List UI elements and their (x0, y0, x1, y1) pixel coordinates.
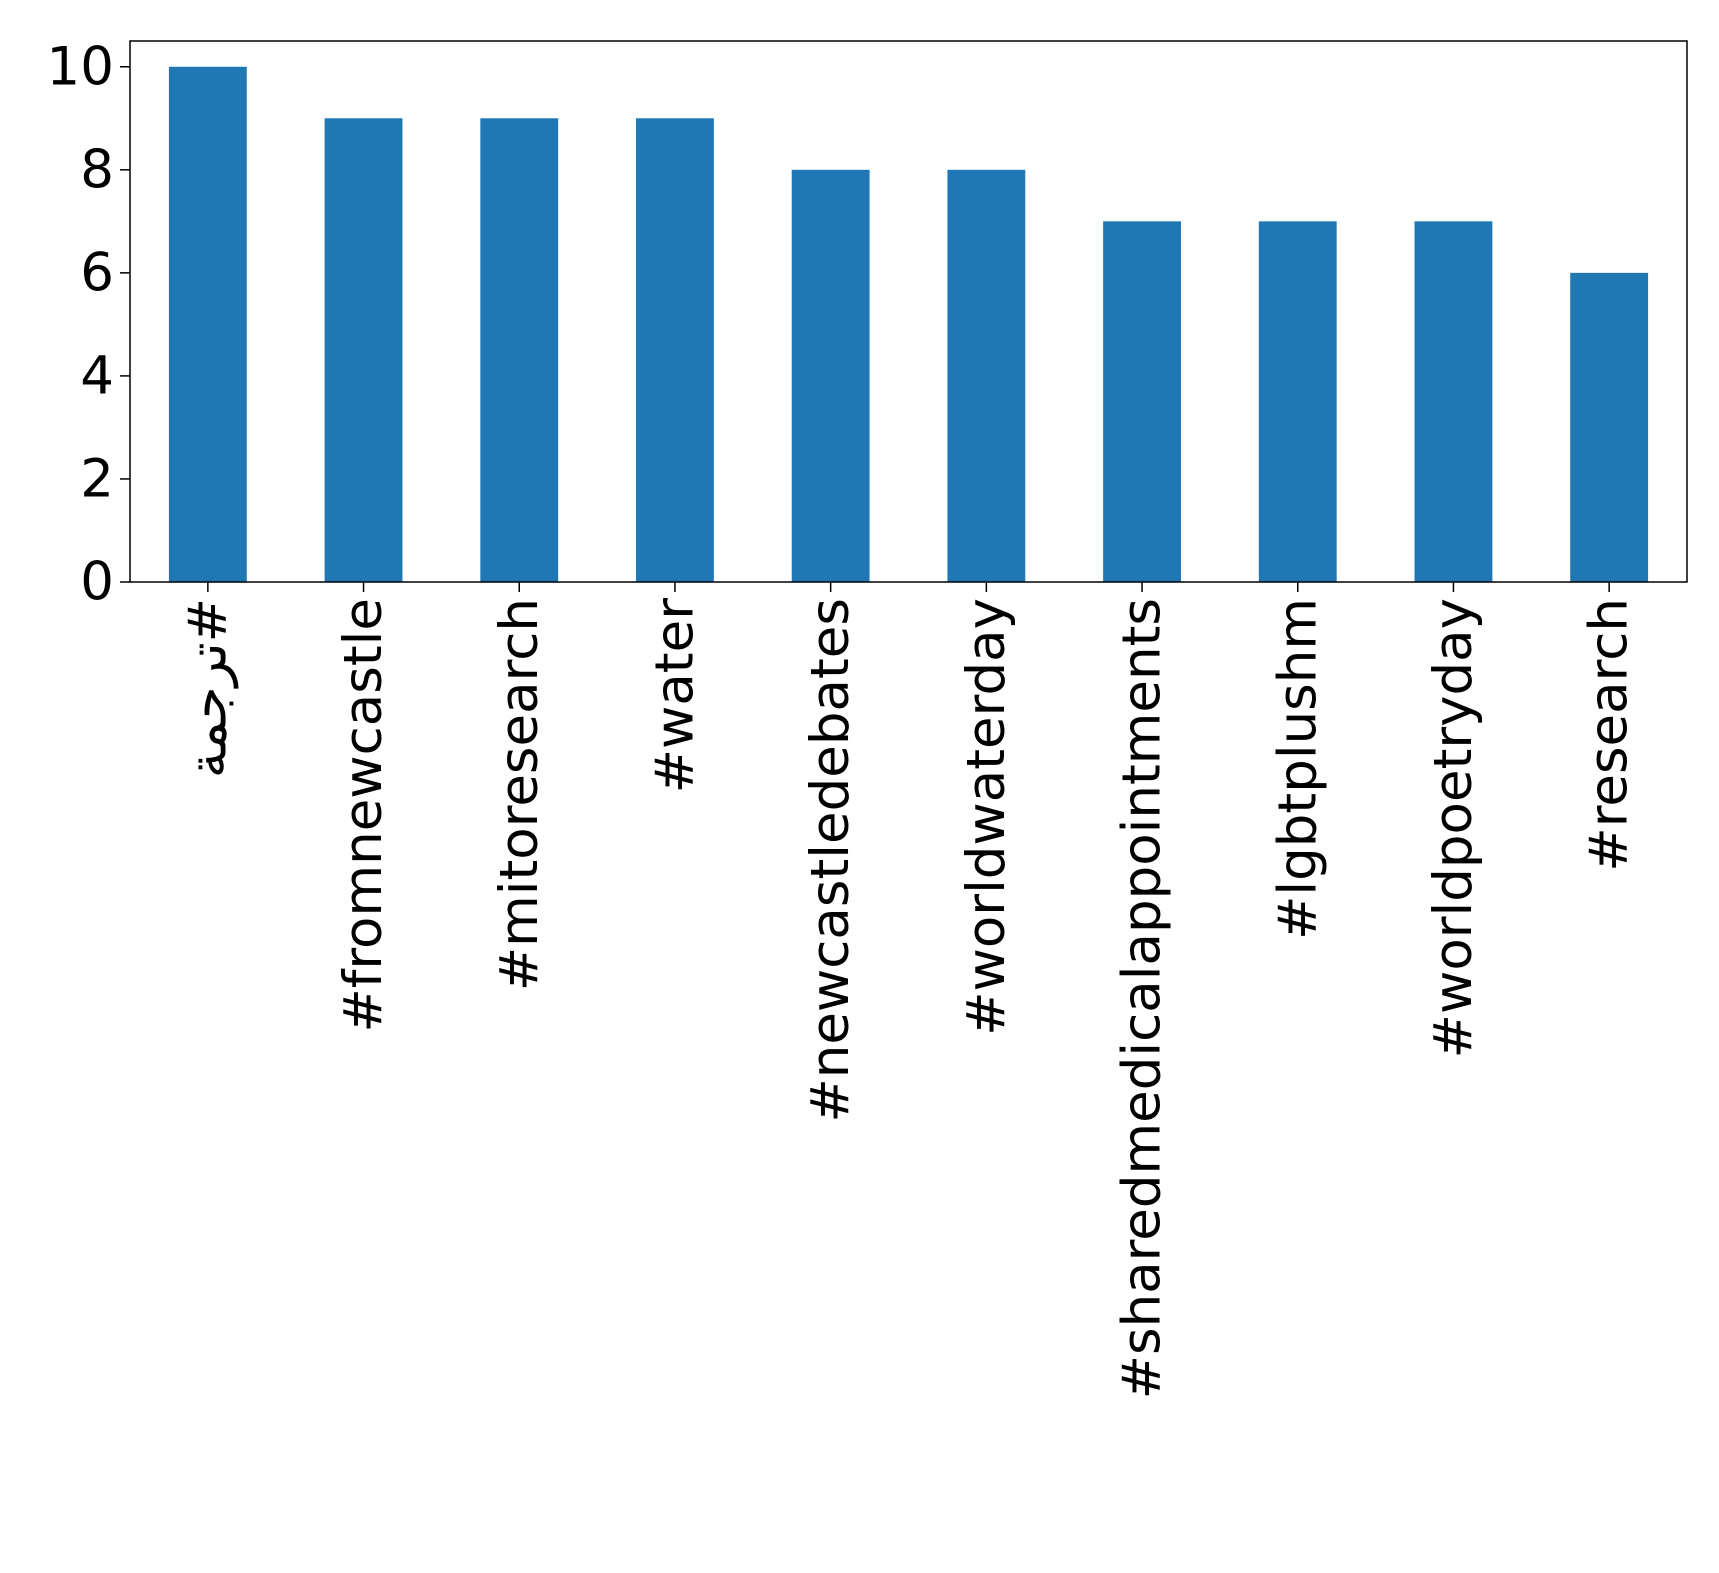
x-tick-label: #sharedmedicalappointments (1112, 598, 1173, 1399)
bar (480, 118, 559, 583)
x-tick-label: #ترجمة (177, 598, 238, 778)
bar (791, 169, 870, 583)
y-tick-label: 10 (47, 36, 114, 97)
y-tick-label: 0 (80, 552, 114, 613)
x-tick-label: #mitoresearch (489, 598, 550, 991)
x-tick-label: #worldwaterday (956, 598, 1017, 1036)
y-tick-label: 8 (80, 139, 114, 200)
bar (1570, 272, 1649, 582)
bar (1414, 221, 1493, 583)
bar (168, 66, 247, 582)
y-tick-label: 2 (80, 448, 114, 509)
bar (1258, 221, 1337, 583)
bar (1103, 221, 1181, 583)
x-tick-label: #research (1579, 598, 1640, 872)
x-tick-label: #worldpoetryday (1423, 598, 1484, 1058)
bar (324, 118, 403, 583)
bar (947, 169, 1026, 583)
plot-frame (129, 40, 1688, 583)
bar (636, 118, 714, 583)
y-tick-label: 4 (80, 345, 114, 406)
x-tick-label: #fromnewcastle (333, 598, 394, 1033)
x-tick-label: #newcastledebates (800, 598, 861, 1123)
y-tick-label: 6 (80, 242, 114, 303)
x-tick-label: #water (644, 598, 705, 794)
x-tick-label: #lgbtplushm (1267, 598, 1328, 940)
